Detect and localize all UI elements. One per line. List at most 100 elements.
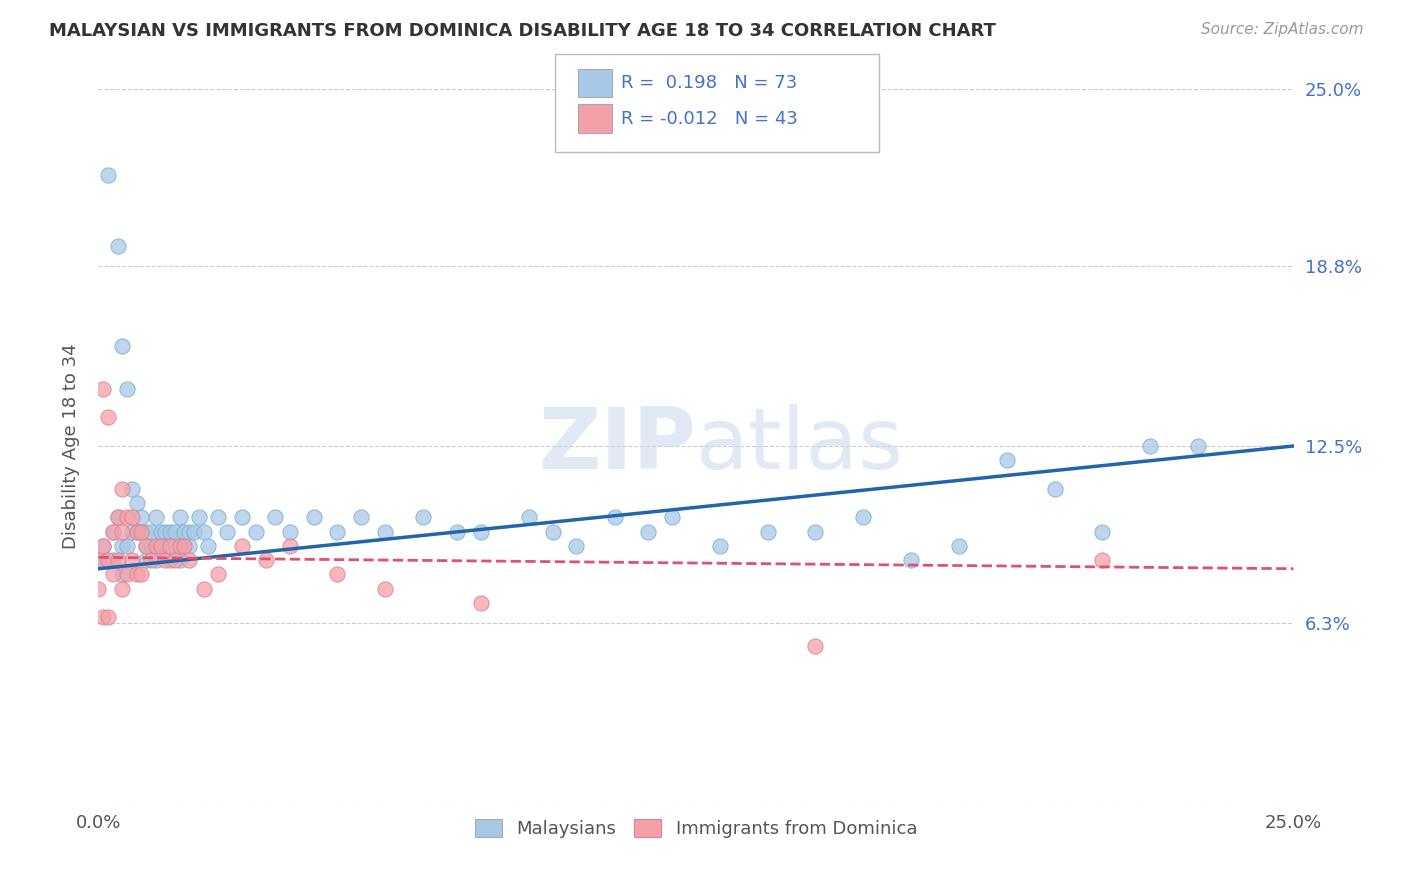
Point	[470, 524, 492, 539]
Point	[217, 524, 239, 539]
Point	[155, 553, 177, 567]
Point	[278, 524, 301, 539]
Point	[1139, 439, 1161, 453]
Point	[173, 524, 195, 539]
Point	[446, 524, 468, 539]
Point	[145, 510, 167, 524]
Point	[131, 510, 153, 524]
Point	[565, 539, 588, 553]
Point	[91, 553, 114, 567]
Legend: Malaysians, Immigrants from Dominica: Malaysians, Immigrants from Dominica	[468, 812, 924, 845]
Point	[804, 524, 827, 539]
Point	[163, 524, 186, 539]
Point	[139, 539, 162, 553]
Point	[125, 567, 148, 582]
Point	[87, 582, 110, 596]
Point	[169, 553, 191, 567]
Point	[187, 510, 209, 524]
Point	[179, 539, 201, 553]
Point	[97, 410, 120, 425]
Point	[326, 567, 349, 582]
Point	[97, 553, 120, 567]
Point	[661, 510, 683, 524]
Point	[948, 539, 970, 553]
Point	[637, 524, 659, 539]
Point	[163, 539, 186, 553]
Point	[173, 539, 195, 553]
Point	[756, 524, 779, 539]
Point	[97, 168, 120, 182]
Point	[709, 539, 731, 553]
Point	[131, 524, 153, 539]
Point	[135, 553, 157, 567]
Point	[374, 582, 396, 596]
Text: R = -0.012   N = 43: R = -0.012 N = 43	[621, 110, 799, 128]
Point	[111, 582, 134, 596]
Point	[541, 524, 564, 539]
Point	[107, 510, 129, 524]
Point	[145, 539, 167, 553]
Point	[350, 510, 373, 524]
Point	[193, 524, 215, 539]
Point	[125, 524, 148, 539]
Point	[91, 610, 114, 624]
Point	[169, 539, 191, 553]
Point	[121, 510, 143, 524]
Point	[155, 524, 177, 539]
Point	[412, 510, 434, 524]
Point	[97, 610, 120, 624]
Point	[245, 524, 267, 539]
Point	[125, 496, 148, 510]
Point	[135, 524, 157, 539]
Point	[179, 524, 201, 539]
Point	[179, 553, 201, 567]
Text: R =  0.198   N = 73: R = 0.198 N = 73	[621, 74, 797, 92]
Text: Source: ZipAtlas.com: Source: ZipAtlas.com	[1201, 22, 1364, 37]
Point	[115, 567, 138, 582]
Point	[121, 553, 143, 567]
Point	[139, 524, 162, 539]
Point	[254, 553, 277, 567]
Point	[470, 596, 492, 610]
Point	[149, 539, 172, 553]
Point	[149, 539, 172, 553]
Point	[131, 524, 153, 539]
Point	[207, 567, 229, 582]
Point	[91, 382, 114, 396]
Point	[87, 553, 110, 567]
Point	[149, 524, 172, 539]
Point	[804, 639, 827, 653]
Point	[135, 539, 157, 553]
Point	[107, 553, 129, 567]
Point	[302, 510, 325, 524]
Point	[111, 567, 134, 582]
Point	[326, 524, 349, 539]
Text: MALAYSIAN VS IMMIGRANTS FROM DOMINICA DISABILITY AGE 18 TO 34 CORRELATION CHART: MALAYSIAN VS IMMIGRANTS FROM DOMINICA DI…	[49, 22, 995, 40]
Y-axis label: Disability Age 18 to 34: Disability Age 18 to 34	[62, 343, 80, 549]
Point	[121, 524, 143, 539]
Point	[231, 510, 253, 524]
Text: ZIP: ZIP	[538, 404, 696, 488]
Point	[207, 510, 229, 524]
Point	[264, 510, 287, 524]
Point	[101, 553, 124, 567]
Point	[173, 539, 195, 553]
Point	[1187, 439, 1209, 453]
Point	[155, 539, 177, 553]
Point	[169, 510, 191, 524]
Point	[145, 553, 167, 567]
Point	[197, 539, 219, 553]
Point	[111, 339, 134, 353]
Point	[111, 539, 134, 553]
Point	[101, 524, 124, 539]
Point	[278, 539, 301, 553]
Point	[101, 567, 124, 582]
Point	[995, 453, 1018, 467]
Point	[135, 539, 157, 553]
Point	[125, 524, 148, 539]
Point	[139, 553, 162, 567]
Point	[101, 524, 124, 539]
Text: atlas: atlas	[696, 404, 904, 488]
Point	[1091, 524, 1114, 539]
Point	[107, 510, 129, 524]
